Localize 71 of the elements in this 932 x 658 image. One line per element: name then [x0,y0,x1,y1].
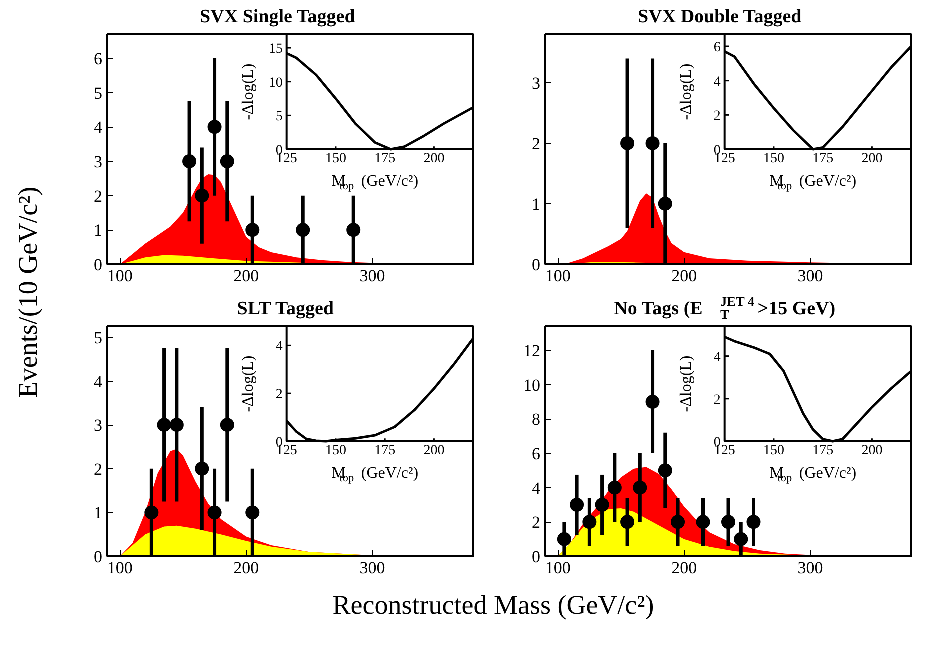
x-tick-label: 150 [763,152,784,166]
y-tick-label: 1 [94,504,102,523]
x-tick-label: 175 [374,152,396,166]
y-tick-label: 0 [532,256,540,274]
x-tick-label: 150 [325,444,346,458]
y-tick-label: 4 [714,350,721,366]
y-tick-label: 6 [532,444,540,464]
x-tick-label: 175 [374,444,396,458]
x-tick-label: 100 [545,266,571,286]
chart-title: SVX Single Tagged [200,6,356,28]
x-tick-label: 100 [107,558,133,578]
y-tick-label: 0 [276,436,283,450]
x-tick-label: 150 [763,444,784,458]
y-tick-label: 3 [94,416,102,436]
x-tick-label: 200 [234,266,260,286]
x-tick-label: 100 [107,266,133,286]
x-tick-label: 200 [234,558,260,578]
y-tick-label: 2 [714,392,721,408]
y-tick-label: 15 [268,42,283,58]
x-tick-label: 200 [672,558,698,578]
y-tick-label: 0 [276,144,283,158]
x-tick-label: 200 [424,444,445,458]
y-tick-label: 0 [94,548,102,566]
y-tick-label: 2 [94,186,102,206]
x-tick-label: 300 [360,266,386,286]
y-tick-label: 1 [94,221,102,240]
y-tick-label: 0 [94,256,102,274]
x-tick-label: 200 [862,444,883,458]
y-tick-label: 0 [714,436,721,450]
y-tick-label: 2 [532,134,540,154]
x-tick-label: 300 [360,558,386,578]
y-tick-label: 8 [532,410,540,430]
y-tick-label: 2 [276,388,283,403]
y-tick-label: 10 [268,76,283,91]
y-tick-label: 5 [276,110,283,125]
y-axis-title: -Δlog(L) [678,356,695,412]
y-axis-title: -Δlog(L) [678,64,695,120]
x-tick-label: 100 [545,558,571,578]
y-tick-label: 4 [94,118,103,138]
y-tick-label: 5 [94,84,102,103]
y-tick-label: 4 [714,74,721,90]
y-axis-title: Events/(10 GeV/c²) [13,186,43,398]
x-tick-label: 200 [672,266,698,286]
x-tick-label: 175 [812,444,834,458]
y-tick-label: 2 [532,513,540,532]
y-tick-label: 4 [94,372,103,392]
x-axis-title: Reconstructed Mass (GeV/c²) [332,590,654,620]
x-tick-label: 150 [325,152,346,166]
y-axis-title: -Δlog(L) [240,356,257,412]
y-tick-label: 4 [532,478,541,498]
x-tick-label: 200 [862,152,883,166]
y-tick-label: 4 [276,340,283,355]
y-tick-label: 0 [714,144,721,158]
y-tick-label: 6 [94,50,102,69]
y-tick-label: 3 [532,74,540,93]
y-tick-label: 6 [714,40,721,56]
x-tick-label: 300 [798,558,824,578]
y-tick-label: 12 [524,342,540,361]
chart-title: SLT Tagged [237,298,334,320]
x-tick-label: 300 [798,266,824,286]
y-tick-label: 10 [524,376,540,395]
x-tick-label: 200 [424,152,445,166]
y-axis-title: -Δlog(L) [240,64,257,120]
y-tick-label: 3 [94,152,102,172]
chart-title: SVX Double Tagged [638,6,802,28]
y-tick-label: 2 [94,460,102,479]
y-tick-label: 5 [94,328,102,348]
y-tick-label: 0 [532,548,540,566]
y-tick-label: 2 [714,109,721,124]
x-tick-label: 175 [812,152,834,166]
y-tick-label: 1 [532,194,540,214]
